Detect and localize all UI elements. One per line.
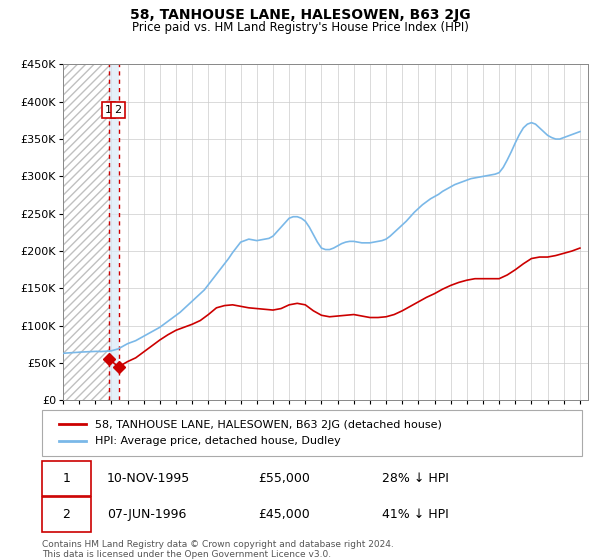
Text: 10-NOV-1995: 10-NOV-1995: [107, 472, 190, 485]
Text: £45,000: £45,000: [258, 508, 310, 521]
Text: 1: 1: [62, 472, 70, 485]
Text: 07-JUN-1996: 07-JUN-1996: [107, 508, 186, 521]
Text: Contains HM Land Registry data © Crown copyright and database right 2024.
This d: Contains HM Land Registry data © Crown c…: [42, 540, 394, 559]
Text: 1: 1: [105, 105, 112, 115]
Bar: [109, 64, 119, 400]
Text: 58, TANHOUSE LANE, HALESOWEN, B63 2JG: 58, TANHOUSE LANE, HALESOWEN, B63 2JG: [130, 8, 470, 22]
FancyBboxPatch shape: [42, 497, 91, 531]
Legend: 58, TANHOUSE LANE, HALESOWEN, B63 2JG (detached house), HPI: Average price, deta: 58, TANHOUSE LANE, HALESOWEN, B63 2JG (d…: [53, 415, 448, 452]
Text: 2: 2: [62, 508, 70, 521]
FancyBboxPatch shape: [42, 461, 91, 496]
Text: 41% ↓ HPI: 41% ↓ HPI: [382, 508, 449, 521]
Text: £55,000: £55,000: [258, 472, 310, 485]
Text: 28% ↓ HPI: 28% ↓ HPI: [382, 472, 449, 485]
Text: Price paid vs. HM Land Registry's House Price Index (HPI): Price paid vs. HM Land Registry's House …: [131, 21, 469, 34]
Bar: [63, 64, 109, 400]
Text: 2: 2: [115, 105, 122, 115]
